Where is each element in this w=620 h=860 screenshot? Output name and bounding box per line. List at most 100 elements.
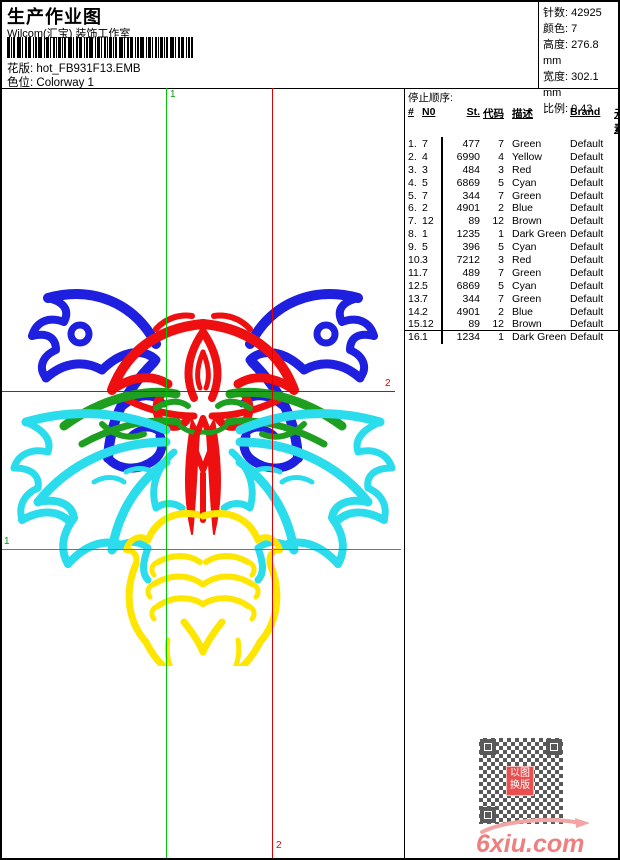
row-stitches: 477 bbox=[462, 138, 480, 150]
thread-color-swatch bbox=[441, 188, 443, 203]
row-code: 12 bbox=[492, 215, 504, 228]
stop-sequence-row: 12. 5 6869 5 Cyan Default bbox=[404, 278, 618, 293]
thread-color-swatch bbox=[441, 291, 443, 306]
row-needle: 7 bbox=[422, 266, 428, 279]
stop-sequence-row: 4. 5 6869 5 Cyan Default bbox=[404, 175, 618, 190]
row-index: 4. bbox=[408, 176, 417, 189]
row-description: Dark Green bbox=[512, 228, 567, 241]
row-element bbox=[614, 331, 618, 344]
row-code: 3 bbox=[498, 163, 504, 176]
stop-sequence-row: 11. 7 489 7 Green Default bbox=[404, 265, 618, 280]
thread-color-swatch bbox=[441, 201, 443, 216]
row-description: Red bbox=[512, 254, 532, 267]
row-stitches: 7212 bbox=[456, 254, 480, 267]
row-description: Red bbox=[512, 163, 532, 176]
barcode-icon bbox=[7, 37, 193, 58]
row-index: 10. bbox=[408, 254, 423, 267]
row-brand: Default bbox=[570, 241, 604, 254]
stop-sequence-row: 16. 1 1234 1 Dark Green Default bbox=[404, 330, 618, 345]
row-code: 7 bbox=[498, 138, 504, 150]
row-stitches: 1234 bbox=[456, 331, 480, 344]
row-needle: 5 bbox=[422, 279, 428, 292]
row-index: 2. bbox=[408, 150, 417, 163]
row-description: Green bbox=[512, 189, 542, 202]
row-index: 14. bbox=[408, 305, 423, 318]
row-element bbox=[614, 254, 618, 267]
stop-sequence-row: 2. 4 6990 4 Yellow Default bbox=[404, 149, 618, 164]
col-swatch bbox=[438, 106, 455, 136]
row-stitches: 344 bbox=[462, 189, 480, 202]
row-brand: Default bbox=[570, 176, 604, 189]
stop-sequence-row: 8. 1 1235 1 Dark Green Default bbox=[404, 227, 618, 242]
row-description: Blue bbox=[512, 202, 534, 215]
row-index: 11. bbox=[408, 266, 422, 279]
row-index: 16. bbox=[408, 331, 423, 344]
row-needle: 7 bbox=[422, 292, 428, 305]
thread-color-swatch bbox=[441, 265, 443, 280]
thread-color-swatch bbox=[441, 227, 443, 242]
end-marker-label-bottom: 2 bbox=[276, 840, 282, 851]
thread-color-swatch bbox=[441, 137, 443, 151]
design-height: 高度: 276.8 mm bbox=[543, 39, 599, 67]
row-code: 7 bbox=[498, 189, 504, 202]
row-index: 5. bbox=[408, 189, 417, 202]
stop-sequence-row: 14. 2 4901 2 Blue Default bbox=[404, 304, 618, 319]
row-element bbox=[614, 164, 618, 177]
stop-sequence-title: 停止顺序: bbox=[408, 92, 453, 104]
row-brand: Default bbox=[570, 150, 604, 163]
thread-color-swatch bbox=[441, 304, 443, 319]
stats-divider bbox=[538, 2, 539, 88]
stitch-count: 针数: 42925 bbox=[543, 7, 602, 19]
row-index: 7. bbox=[408, 215, 417, 228]
col-stitches: St. bbox=[466, 106, 480, 118]
row-stitches: 489 bbox=[462, 266, 480, 279]
colorway: 色位: Colorway 1 bbox=[7, 74, 94, 90]
col-brand: Brand bbox=[570, 106, 601, 118]
start-marker-label-left: 1 bbox=[4, 536, 10, 547]
row-description: Dark Green bbox=[512, 331, 567, 344]
start-horizontal-guide bbox=[2, 549, 401, 550]
row-index: 9. bbox=[408, 241, 417, 254]
col-hash: # bbox=[408, 106, 414, 118]
row-stitches: 89 bbox=[468, 318, 480, 331]
thread-color-swatch bbox=[441, 330, 443, 345]
row-stitches: 1235 bbox=[456, 228, 480, 241]
row-brand: Default bbox=[570, 228, 604, 241]
end-vertical-guide bbox=[272, 88, 273, 858]
row-element bbox=[614, 151, 618, 164]
thread-color-swatch bbox=[441, 317, 443, 332]
row-description: Cyan bbox=[512, 176, 537, 189]
row-element bbox=[614, 318, 618, 331]
design-filename-value: hot_FB931F13.EMB bbox=[36, 63, 141, 75]
qr-finder-icon bbox=[480, 739, 496, 755]
qr-finder-icon bbox=[480, 807, 496, 823]
row-brand: Default bbox=[570, 202, 604, 215]
end-marker-label-right: 2 bbox=[385, 378, 391, 389]
thread-color-swatch bbox=[441, 162, 443, 177]
row-stitches: 344 bbox=[462, 292, 480, 305]
row-needle: 7 bbox=[422, 138, 428, 150]
embroidery-design-preview bbox=[10, 274, 400, 666]
start-marker-label-top: 1 bbox=[170, 89, 176, 100]
row-brand: Default bbox=[570, 163, 604, 176]
thread-color-swatch bbox=[441, 214, 443, 229]
row-needle: 3 bbox=[422, 254, 428, 267]
site-name: 6xiu.com bbox=[476, 830, 585, 858]
qr-finder-icon bbox=[546, 739, 562, 755]
page-title: 生产作业图 bbox=[7, 7, 102, 27]
row-code: 5 bbox=[498, 279, 504, 292]
row-code: 2 bbox=[498, 305, 504, 318]
row-brand: Default bbox=[570, 279, 604, 292]
thread-color-swatch bbox=[441, 149, 443, 164]
end-horizontal-guide bbox=[2, 391, 395, 392]
color-count: 颜色: 7 bbox=[543, 23, 578, 35]
row-code: 7 bbox=[498, 292, 504, 305]
row-brand: Default bbox=[570, 292, 604, 305]
stop-sequence-row: 5. 7 344 7 Green Default bbox=[404, 188, 618, 203]
thread-color-swatch bbox=[441, 240, 443, 255]
row-stitches: 89 bbox=[468, 215, 480, 228]
design-width: 宽度: 302.1 mm bbox=[543, 71, 599, 99]
row-element bbox=[614, 215, 618, 228]
row-needle: 2 bbox=[422, 202, 428, 215]
col-needle: N0 bbox=[422, 106, 436, 118]
